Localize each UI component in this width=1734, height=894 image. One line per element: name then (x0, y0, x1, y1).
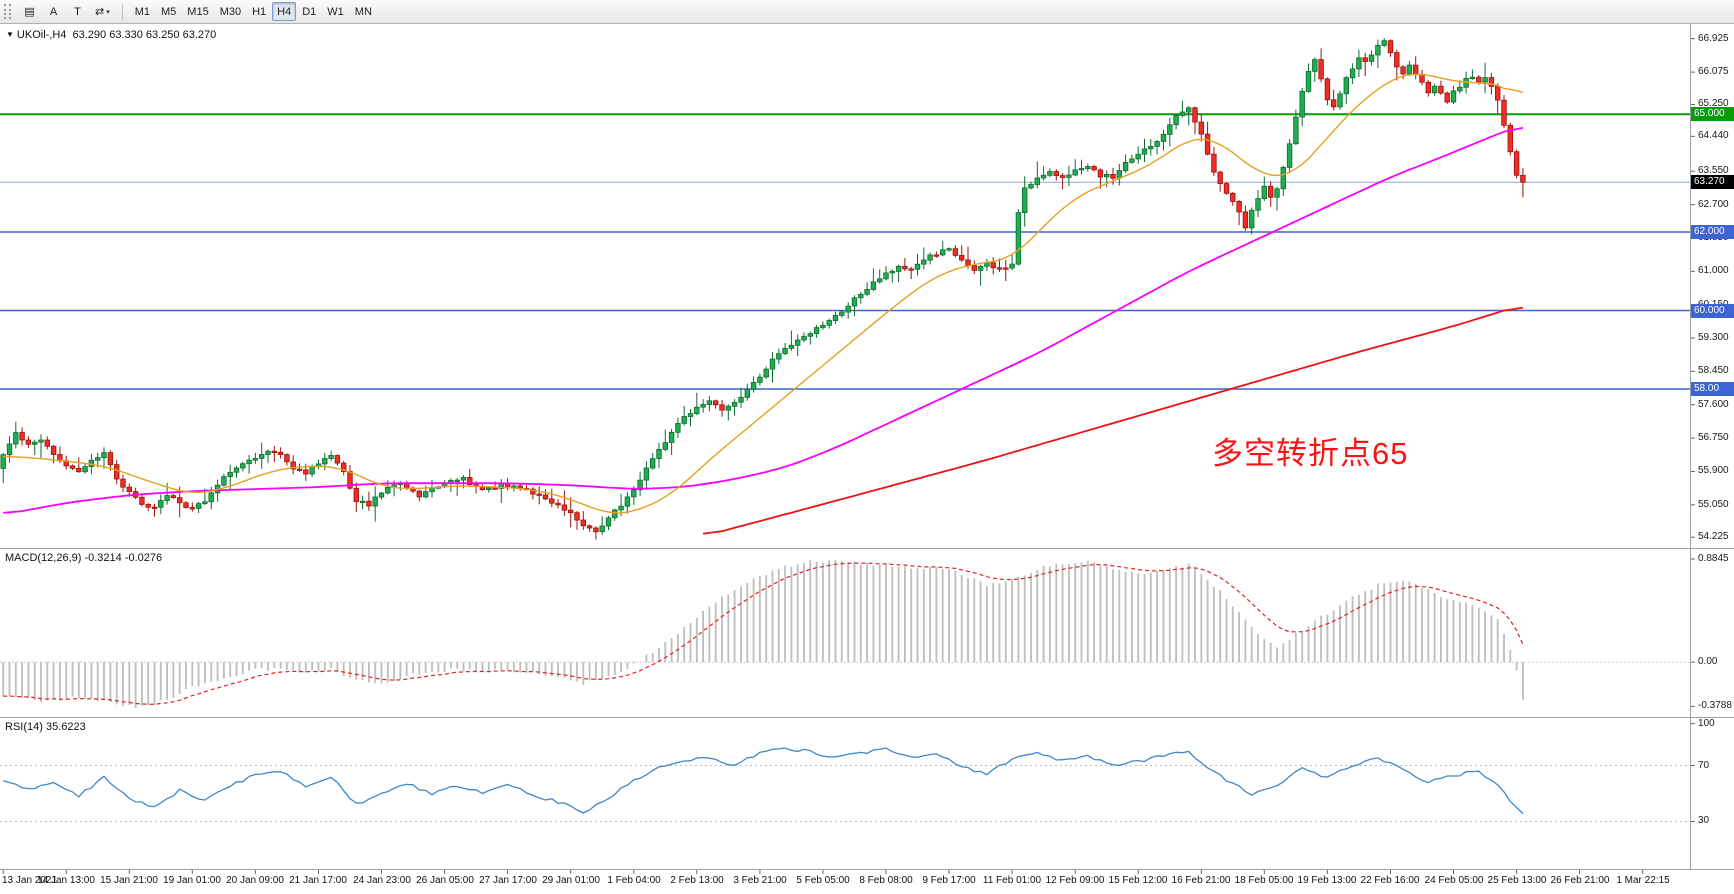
time-axis-label: 19 Jan 01:00 (163, 875, 221, 886)
timeframe-MN-button[interactable]: MN (354, 5, 372, 18)
rsi-tick-label: 30 (1698, 815, 1710, 826)
price-level-badge: 58.00 (1691, 382, 1734, 396)
chart-title: ▼ UKOil-,H4 63.290 63.330 63.250 63.270 (6, 29, 216, 41)
price-level-badge: 65.000 (1691, 107, 1734, 121)
macd-signal-line (3, 562, 1524, 705)
rsi-line (3, 747, 1524, 815)
time-axis-label: 25 Feb 13:00 (1487, 875, 1547, 886)
time-axis-label: 15 Feb 12:00 (1108, 875, 1168, 886)
time-axis-label: 18 Feb 05:00 (1234, 875, 1294, 886)
macd-histogram (2, 560, 1524, 708)
panel-separator-macd[interactable] (0, 548, 1734, 549)
time-axis-label: 14 Jan 13:00 (37, 875, 95, 886)
text-tool-button[interactable]: T (66, 2, 89, 21)
chart-annotation-text[interactable]: 多空转折点65 (1212, 436, 1409, 471)
timeframe-M5-button[interactable]: M5 (161, 5, 177, 18)
cycle-button[interactable]: ⇄ ▾ (90, 2, 115, 21)
time-axis-label: 21 Jan 17:00 (289, 875, 347, 886)
price-level-lines (0, 113, 1690, 390)
time-axis-label: 2 Feb 13:00 (670, 875, 724, 886)
macd-tick-label: -0.3788 (1698, 700, 1732, 711)
time-axis-label: 19 Feb 13:00 (1297, 875, 1357, 886)
macd-indicator-label: MACD(12,26,9) -0.3214 -0.0276 (5, 552, 163, 564)
time-axis-label: 27 Jan 17:00 (479, 875, 537, 886)
timeframe-M30-button[interactable]: M30 (219, 5, 242, 18)
time-axis-label: 29 Jan 01:00 (542, 875, 600, 886)
price-tick-label: 55.900 (1698, 465, 1729, 476)
macd-tick-label: 0.00 (1698, 656, 1718, 667)
time-axis-label: 8 Feb 08:00 (859, 875, 913, 886)
current-price-badge: 63.270 (1691, 175, 1734, 189)
time-axis-label: 1 Feb 04:00 (607, 875, 661, 886)
rsi-indicator-label: RSI(14) 35.6223 (5, 721, 86, 733)
chart-ohlc-values: 63.290 63.330 63.250 63.270 (72, 29, 217, 41)
time-axis-label: 12 Feb 09:00 (1045, 875, 1105, 886)
timeframe-W1-button[interactable]: W1 (327, 5, 344, 18)
dropdown-caret-icon: ▾ (106, 8, 110, 16)
time-axis-label: 13 Jan 2021 (2, 875, 58, 886)
time-axis-label: 26 Feb 21:00 (1550, 875, 1610, 886)
annotation-a-button[interactable]: A (42, 2, 65, 21)
toolbar: ▤ A T ⇄ ▾ M1 M5 M15 M30 H1 H4 D1 W1 MN (0, 0, 1734, 24)
toolbar-icon-group: ▤ A T ⇄ ▾ (18, 2, 115, 21)
price-level-badge: 62.000 (1691, 225, 1734, 239)
panel-separator-rsi[interactable] (0, 717, 1734, 718)
price-tick-label: 64.440 (1698, 130, 1729, 141)
rsi-tick-label: 100 (1698, 718, 1715, 729)
time-axis-label: 22 Feb 16:00 (1360, 875, 1420, 886)
time-axis-label: 9 Feb 17:00 (922, 875, 976, 886)
time-axis-label: 1 Mar 22:15 (1616, 875, 1670, 886)
timeframe-D1-button[interactable]: D1 (302, 5, 317, 18)
price-tick-label: 54.225 (1698, 531, 1729, 542)
price-tick-label: 66.075 (1698, 66, 1729, 77)
price-tick-label: 57.600 (1698, 399, 1729, 410)
text-tool-icon: T (74, 5, 81, 18)
timeframe-group: M1 M5 M15 M30 H1 H4 D1 W1 MN (130, 2, 377, 21)
price-tick-label: 62.700 (1698, 199, 1729, 210)
price-tick-label: 66.925 (1698, 33, 1729, 44)
tick-chart-button[interactable]: ▤ (18, 2, 41, 21)
price-tick-label: 61.000 (1698, 265, 1729, 276)
ma-mid-line (3, 127, 1524, 514)
time-axis-label: 5 Feb 05:00 (796, 875, 850, 886)
rsi-tick-label: 70 (1698, 760, 1710, 771)
symbol-dropdown-icon[interactable]: ▼ (6, 30, 14, 39)
price-axis-line (1690, 24, 1691, 869)
toolbar-separator (121, 3, 123, 20)
ma-fast-line (3, 73, 1524, 514)
price-axis[interactable] (1690, 24, 1734, 869)
time-axis-label: 16 Feb 21:00 (1171, 875, 1231, 886)
price-tick-label: 58.450 (1698, 365, 1729, 376)
time-axis-label: 26 Jan 05:00 (416, 875, 474, 886)
time-axis-label: 11 Feb 01:00 (982, 875, 1042, 886)
time-axis-label: 15 Jan 21:00 (100, 875, 158, 886)
timeframe-M15-button[interactable]: M15 (187, 5, 209, 18)
price-tick-label: 56.750 (1698, 432, 1729, 443)
time-axis-label: 20 Jan 09:00 (226, 875, 284, 886)
timeframe-M1-button[interactable]: M1 (134, 5, 151, 18)
toolbar-grip[interactable] (4, 4, 11, 19)
time-axis-label: 24 Feb 05:00 (1424, 875, 1484, 886)
tick-chart-icon: ▤ (24, 6, 35, 18)
ma-slow-line (702, 306, 1524, 535)
annotation-a-icon: A (49, 5, 58, 18)
price-tick-label: 55.050 (1698, 499, 1729, 510)
time-axis-label: 24 Jan 23:00 (353, 875, 411, 886)
cycle-icon: ⇄ (95, 6, 105, 18)
chart-symbol-period: UKOil-,H4 (16, 29, 67, 41)
price-tick-label: 59.300 (1698, 332, 1729, 343)
price-level-badge: 60.000 (1691, 304, 1734, 318)
timeframe-H4-button[interactable]: H4 (272, 2, 297, 21)
price-tick-label: 63.550 (1698, 165, 1729, 176)
time-axis-line (0, 869, 1734, 870)
time-axis-label: 3 Feb 21:00 (733, 875, 787, 886)
macd-tick-label: 0.8845 (1698, 553, 1729, 564)
timeframe-H1-button[interactable]: H1 (252, 5, 267, 18)
price-tick-label: 65.250 (1698, 98, 1729, 109)
